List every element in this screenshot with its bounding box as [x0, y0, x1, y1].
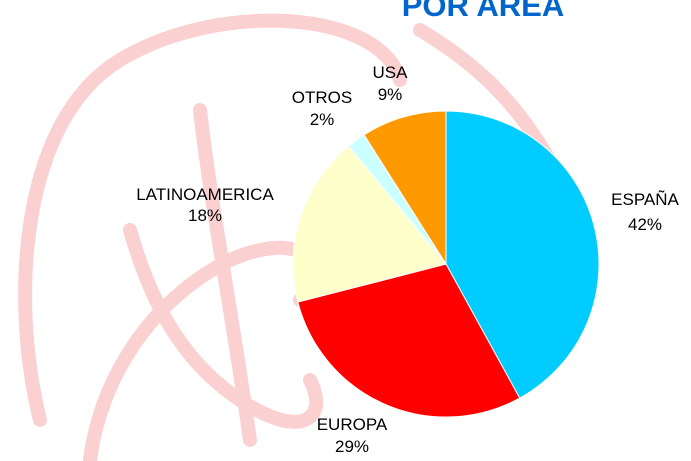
slice-value-label: 18% [188, 206, 222, 225]
pie [293, 111, 599, 417]
slice-value-label: 29% [335, 437, 369, 456]
slice-label: OTROS [292, 88, 352, 107]
chart-title: POR AREA [402, 0, 564, 23]
slice-value-label: 9% [378, 85, 403, 104]
slice-value-label: 2% [310, 110, 335, 129]
slice-label: USA [373, 63, 409, 82]
slice-label: EUROPA [317, 415, 388, 434]
slice-label: ESPAÑA [611, 190, 679, 209]
chart: POR AREA ESPAÑA 42% EUROPA 29% LATINOAMERICA… [0, 0, 691, 461]
slice-value-label: 42% [628, 215, 662, 234]
slice-label: LATINOAMERICA [136, 185, 274, 204]
